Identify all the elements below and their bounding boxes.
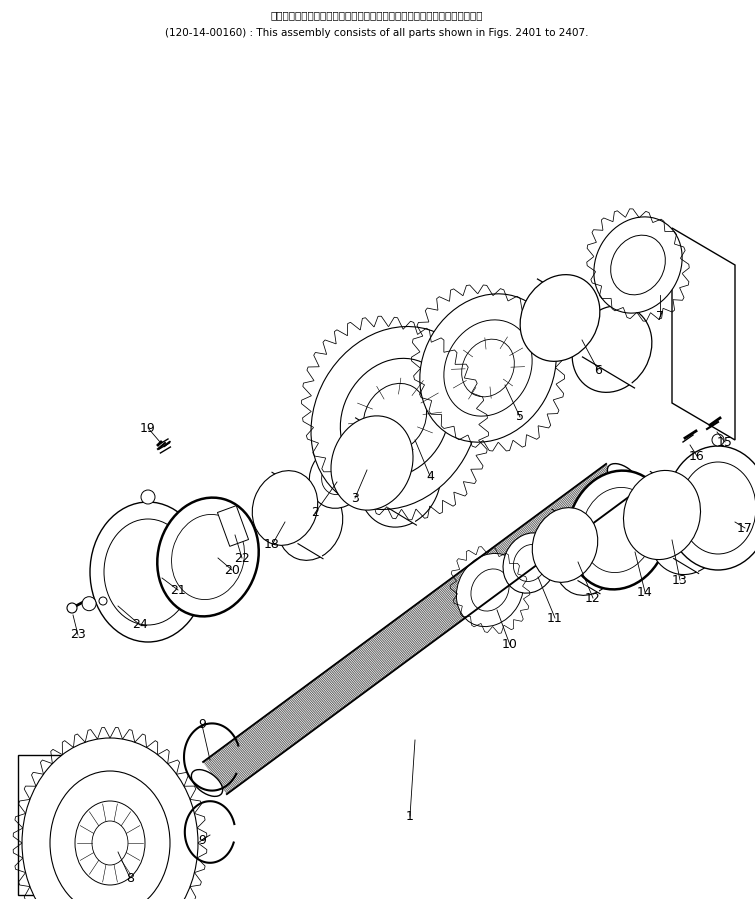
Ellipse shape	[99, 597, 107, 605]
Ellipse shape	[252, 471, 318, 546]
Polygon shape	[272, 472, 323, 558]
Text: 22: 22	[234, 551, 250, 565]
Ellipse shape	[50, 771, 170, 899]
Ellipse shape	[341, 359, 450, 477]
Text: このアセンブリの構成部品は第２４０１図から第２４０７図まで含みます。: このアセンブリの構成部品は第２４０１図から第２４０７図まで含みます。	[271, 10, 483, 20]
Polygon shape	[552, 510, 600, 593]
Ellipse shape	[611, 236, 665, 295]
Text: 4: 4	[426, 469, 434, 483]
Text: 13: 13	[672, 574, 688, 586]
Polygon shape	[538, 279, 634, 388]
Ellipse shape	[532, 508, 598, 583]
Ellipse shape	[22, 738, 198, 899]
Ellipse shape	[171, 514, 245, 600]
Ellipse shape	[680, 462, 755, 554]
Ellipse shape	[649, 485, 726, 574]
Ellipse shape	[461, 339, 514, 396]
Polygon shape	[217, 505, 248, 547]
Text: 7: 7	[656, 309, 664, 323]
Text: 14: 14	[637, 585, 653, 599]
Ellipse shape	[90, 502, 206, 642]
Ellipse shape	[712, 434, 724, 446]
Ellipse shape	[310, 446, 367, 508]
Ellipse shape	[520, 274, 600, 361]
Ellipse shape	[444, 320, 532, 416]
Ellipse shape	[277, 485, 343, 560]
Ellipse shape	[659, 530, 671, 543]
Text: 6: 6	[594, 363, 602, 377]
Text: 12: 12	[585, 592, 601, 604]
Ellipse shape	[638, 486, 686, 544]
Text: 5: 5	[516, 411, 524, 423]
Ellipse shape	[546, 522, 584, 567]
Ellipse shape	[322, 459, 354, 494]
Ellipse shape	[331, 416, 413, 510]
Ellipse shape	[82, 597, 96, 610]
Polygon shape	[650, 472, 698, 574]
Ellipse shape	[572, 306, 652, 392]
Text: 11: 11	[547, 611, 563, 625]
Ellipse shape	[624, 470, 701, 559]
Text: 20: 20	[224, 564, 240, 576]
Text: 9: 9	[198, 833, 206, 847]
Ellipse shape	[347, 433, 398, 493]
Text: 17: 17	[737, 521, 753, 535]
Ellipse shape	[503, 533, 557, 593]
Ellipse shape	[581, 487, 655, 573]
Text: 16: 16	[689, 450, 705, 462]
Ellipse shape	[594, 217, 682, 313]
Text: 3: 3	[351, 492, 359, 504]
Polygon shape	[672, 228, 735, 440]
Text: 21: 21	[170, 583, 186, 597]
Ellipse shape	[420, 294, 556, 442]
Text: 19: 19	[140, 422, 156, 434]
Ellipse shape	[104, 519, 192, 625]
Polygon shape	[203, 464, 630, 794]
Ellipse shape	[67, 603, 77, 613]
Ellipse shape	[75, 801, 145, 885]
Ellipse shape	[457, 554, 524, 627]
Ellipse shape	[513, 545, 547, 582]
Ellipse shape	[311, 326, 479, 510]
Ellipse shape	[554, 521, 620, 595]
Text: 24: 24	[132, 619, 148, 631]
Text: 1: 1	[406, 809, 414, 823]
Text: 8: 8	[126, 871, 134, 885]
Ellipse shape	[363, 383, 427, 452]
Ellipse shape	[92, 821, 128, 865]
Polygon shape	[356, 418, 417, 525]
Ellipse shape	[359, 432, 441, 527]
Ellipse shape	[141, 490, 155, 504]
Text: (120-14-00160) : This assembly consists of all parts shown in Figs. 2401 to 2407: (120-14-00160) : This assembly consists …	[165, 28, 589, 38]
Text: 2: 2	[311, 506, 319, 520]
Text: 15: 15	[717, 435, 733, 449]
Ellipse shape	[607, 464, 639, 490]
Text: 18: 18	[264, 539, 280, 551]
Ellipse shape	[666, 446, 755, 570]
Ellipse shape	[191, 770, 223, 797]
Ellipse shape	[567, 470, 669, 590]
Ellipse shape	[471, 569, 509, 611]
Ellipse shape	[200, 597, 214, 610]
Text: 10: 10	[502, 638, 518, 652]
Text: 23: 23	[70, 628, 86, 642]
Polygon shape	[18, 755, 75, 895]
Text: 9: 9	[198, 718, 206, 732]
Ellipse shape	[157, 498, 259, 617]
